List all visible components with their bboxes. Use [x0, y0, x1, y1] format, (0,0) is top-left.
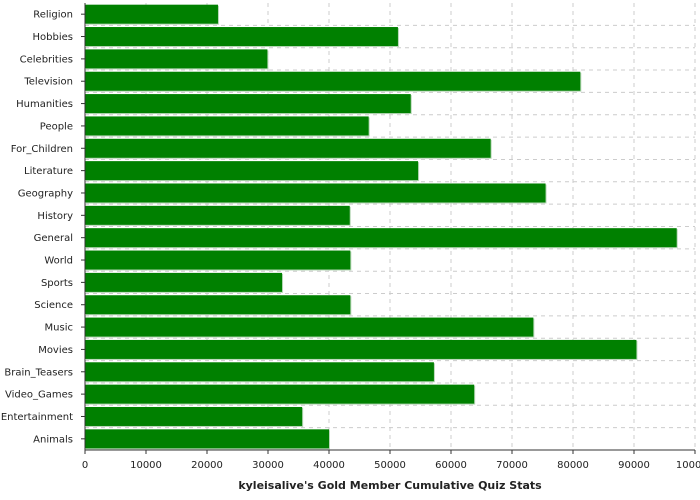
bar-video-games [85, 384, 475, 404]
y-tick-label: Science [34, 300, 73, 311]
bar-literature [85, 161, 419, 181]
x-tick-labels: 0 10000 20000 30000 40000 50000 60000 70000 8000… [82, 460, 700, 471]
bar-general [85, 228, 677, 248]
bar-entertainment [85, 406, 303, 426]
bar-world [85, 250, 351, 270]
y-tick-label: For_Children [11, 144, 73, 155]
bar-movies [85, 339, 637, 359]
y-tick-label: Religion [33, 10, 73, 21]
y-tick-label: Entertainment [1, 412, 73, 423]
y-tick-label: Animals [33, 434, 73, 445]
x-tick-label: 50000 [374, 460, 406, 471]
bars [85, 4, 678, 450]
bar-celebrities [85, 49, 268, 69]
y-tick-label: Brain_Teasers [4, 367, 73, 378]
y-tick-label: Geography [18, 188, 73, 199]
x-tick-label: 20000 [191, 460, 223, 471]
bar-animals [85, 429, 329, 449]
x-tick-label: 10000 [130, 460, 162, 471]
y-tick-labels: Religion Hobbies Celebrities Television Huma… [1, 10, 73, 446]
x-tick-label: 30000 [252, 460, 284, 471]
y-tick-label: General [34, 233, 73, 244]
y-tick-label: Movies [38, 345, 73, 356]
x-tick-label: 90000 [618, 460, 650, 471]
y-tick-label: History [37, 211, 73, 222]
x-tick-label: 0 [82, 460, 88, 471]
x-tick-label: 80000 [557, 460, 589, 471]
y-tick-label: Video_Games [5, 390, 73, 401]
bar-television [85, 71, 581, 91]
bar-humanities [85, 94, 411, 114]
bar-science [85, 295, 351, 315]
y-tick-label: Celebrities [20, 54, 73, 65]
x-axis-title: kyleisalive's Gold Member Cumulative Qui… [238, 479, 542, 492]
bar-music [85, 317, 534, 337]
y-tick-label: People [40, 121, 73, 132]
x-tick-label: 100000 [676, 460, 700, 471]
x-tick-label: 40000 [313, 460, 345, 471]
bar-geography [85, 183, 546, 203]
x-tick-label: 60000 [435, 460, 467, 471]
y-tick-label: Television [23, 77, 73, 88]
bar-people [85, 116, 369, 136]
y-tick-label: Music [45, 323, 73, 334]
y-tick-label: World [44, 256, 73, 267]
y-tick-label: Literature [24, 166, 73, 177]
bar-brain-teasers [85, 362, 434, 382]
y-tick-label: Sports [41, 278, 73, 289]
y-tick-label: Humanities [16, 99, 73, 110]
bar-history [85, 205, 350, 225]
bar-sports [85, 272, 283, 292]
bar-hobbies [85, 27, 398, 47]
bar-for-children [85, 138, 491, 158]
bar-religion [85, 4, 218, 24]
x-tick-label: 70000 [496, 460, 528, 471]
y-tick-label: Hobbies [33, 32, 73, 43]
axes [81, 3, 696, 454]
